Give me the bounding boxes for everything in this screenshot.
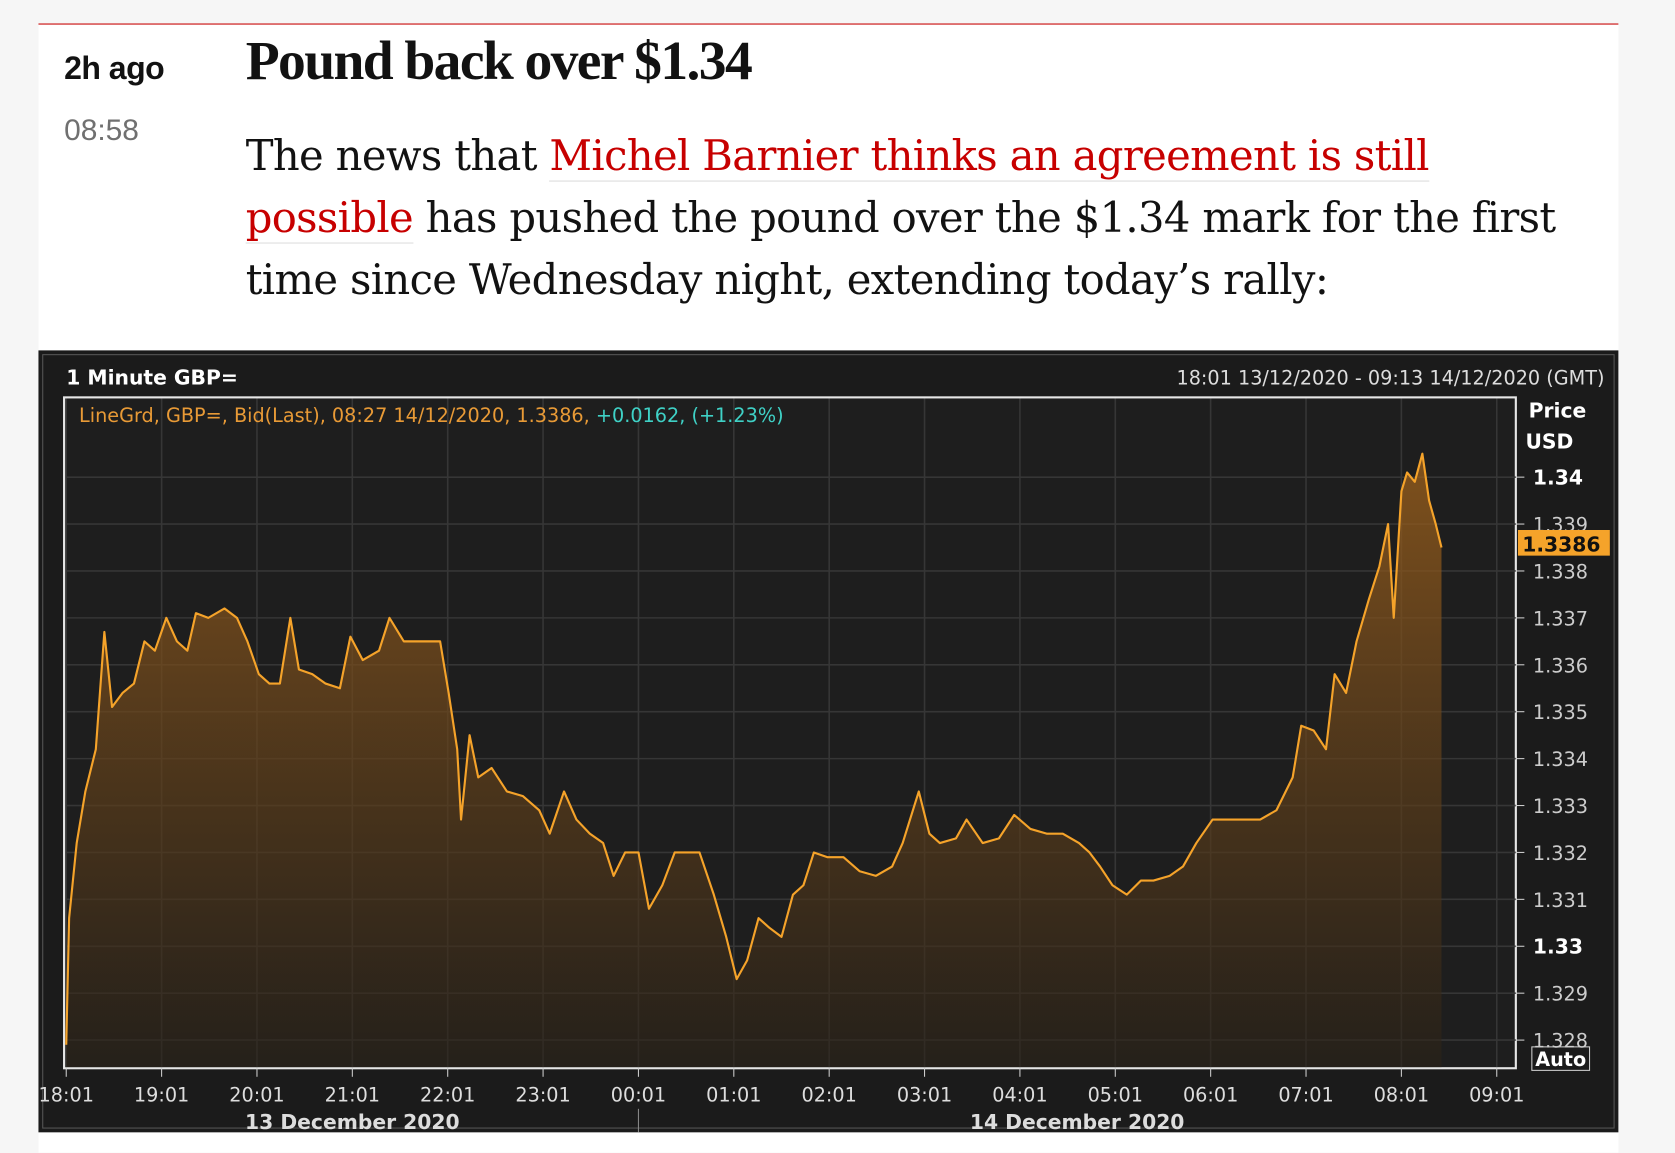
y-tick-label: 1.334 bbox=[1533, 748, 1588, 771]
legend-text: LineGrd, GBP=, Bid(Last), 08:27 14/12/20… bbox=[79, 404, 596, 427]
x-tick-label: 08:01 bbox=[1374, 1083, 1429, 1106]
x-tick-label: 01:01 bbox=[706, 1083, 761, 1106]
x-tick-label: 05:01 bbox=[1088, 1083, 1143, 1106]
body-text: The news that bbox=[245, 132, 550, 181]
legend: LineGrd, GBP=, Bid(Last), 08:27 14/12/20… bbox=[79, 404, 784, 427]
y-tick-label: 1.335 bbox=[1533, 701, 1588, 724]
auto-button bbox=[1531, 1046, 1591, 1071]
y-tick-label: 1.331 bbox=[1533, 889, 1588, 912]
x-tick-label: 04:01 bbox=[992, 1083, 1047, 1106]
chart-title: 1 Minute GBP= bbox=[66, 366, 238, 390]
x-tick-label: 21:01 bbox=[325, 1083, 380, 1106]
x-tick-label: 22:01 bbox=[420, 1083, 475, 1106]
post-title: Pound back over $1.34 bbox=[245, 30, 753, 92]
x-tick-label: 19:01 bbox=[134, 1083, 189, 1106]
y-tick-label: 1.336 bbox=[1533, 654, 1588, 677]
x-tick-label: 18:01 bbox=[39, 1083, 94, 1106]
x-tick-label: 06:01 bbox=[1183, 1083, 1238, 1106]
line bbox=[65, 452, 1443, 1045]
auto-label: Auto bbox=[1535, 1048, 1586, 1071]
time-ago: 2h ago bbox=[64, 51, 165, 87]
post-body: The news that Michel Barnier thinks an a… bbox=[245, 126, 1560, 312]
x-tick-label: 20:01 bbox=[229, 1083, 284, 1106]
body-link[interactable]: Michel Barnier thinks an agreement is st… bbox=[245, 132, 1429, 244]
y-tick-label: 1.333 bbox=[1533, 795, 1588, 818]
y-tick-label: 1.329 bbox=[1533, 983, 1588, 1006]
y-tick-label: 1.337 bbox=[1533, 607, 1588, 630]
x-tick-label: 07:01 bbox=[1278, 1083, 1333, 1106]
area bbox=[66, 453, 1442, 1068]
y-axis-label: Price bbox=[1529, 399, 1587, 423]
body-text: has pushed the pound over the $1.34 mark… bbox=[245, 194, 1556, 305]
y-tick-label: 1.33 bbox=[1533, 935, 1583, 959]
last-value-label: 1.3386 bbox=[1522, 532, 1600, 556]
x-tick-label: 03:01 bbox=[897, 1083, 952, 1106]
date-label: 13 December 2020 bbox=[245, 1110, 460, 1134]
last-value-tag bbox=[1517, 529, 1610, 556]
x-tick-label: 09:01 bbox=[1469, 1083, 1524, 1106]
x-tick-label: 02:01 bbox=[801, 1083, 856, 1106]
x-tick-label: 23:01 bbox=[515, 1083, 570, 1106]
y-tick-label: 1.34 bbox=[1533, 466, 1583, 490]
legend-change: +0.0162, (+1.23%) bbox=[596, 404, 784, 427]
date-label: 14 December 2020 bbox=[970, 1110, 1185, 1134]
chart-frame bbox=[42, 354, 1615, 1129]
post-time: 08:58 bbox=[64, 113, 139, 147]
y-axis-unit: USD bbox=[1525, 430, 1573, 454]
chart-subtitle: 18:01 13/12/2020 - 09:13 14/12/2020 (GMT… bbox=[1176, 367, 1604, 390]
y-tick-label: 1.332 bbox=[1533, 842, 1588, 865]
x-tick-label: 00:01 bbox=[611, 1083, 666, 1106]
y-tick-label: 1.338 bbox=[1533, 560, 1588, 583]
